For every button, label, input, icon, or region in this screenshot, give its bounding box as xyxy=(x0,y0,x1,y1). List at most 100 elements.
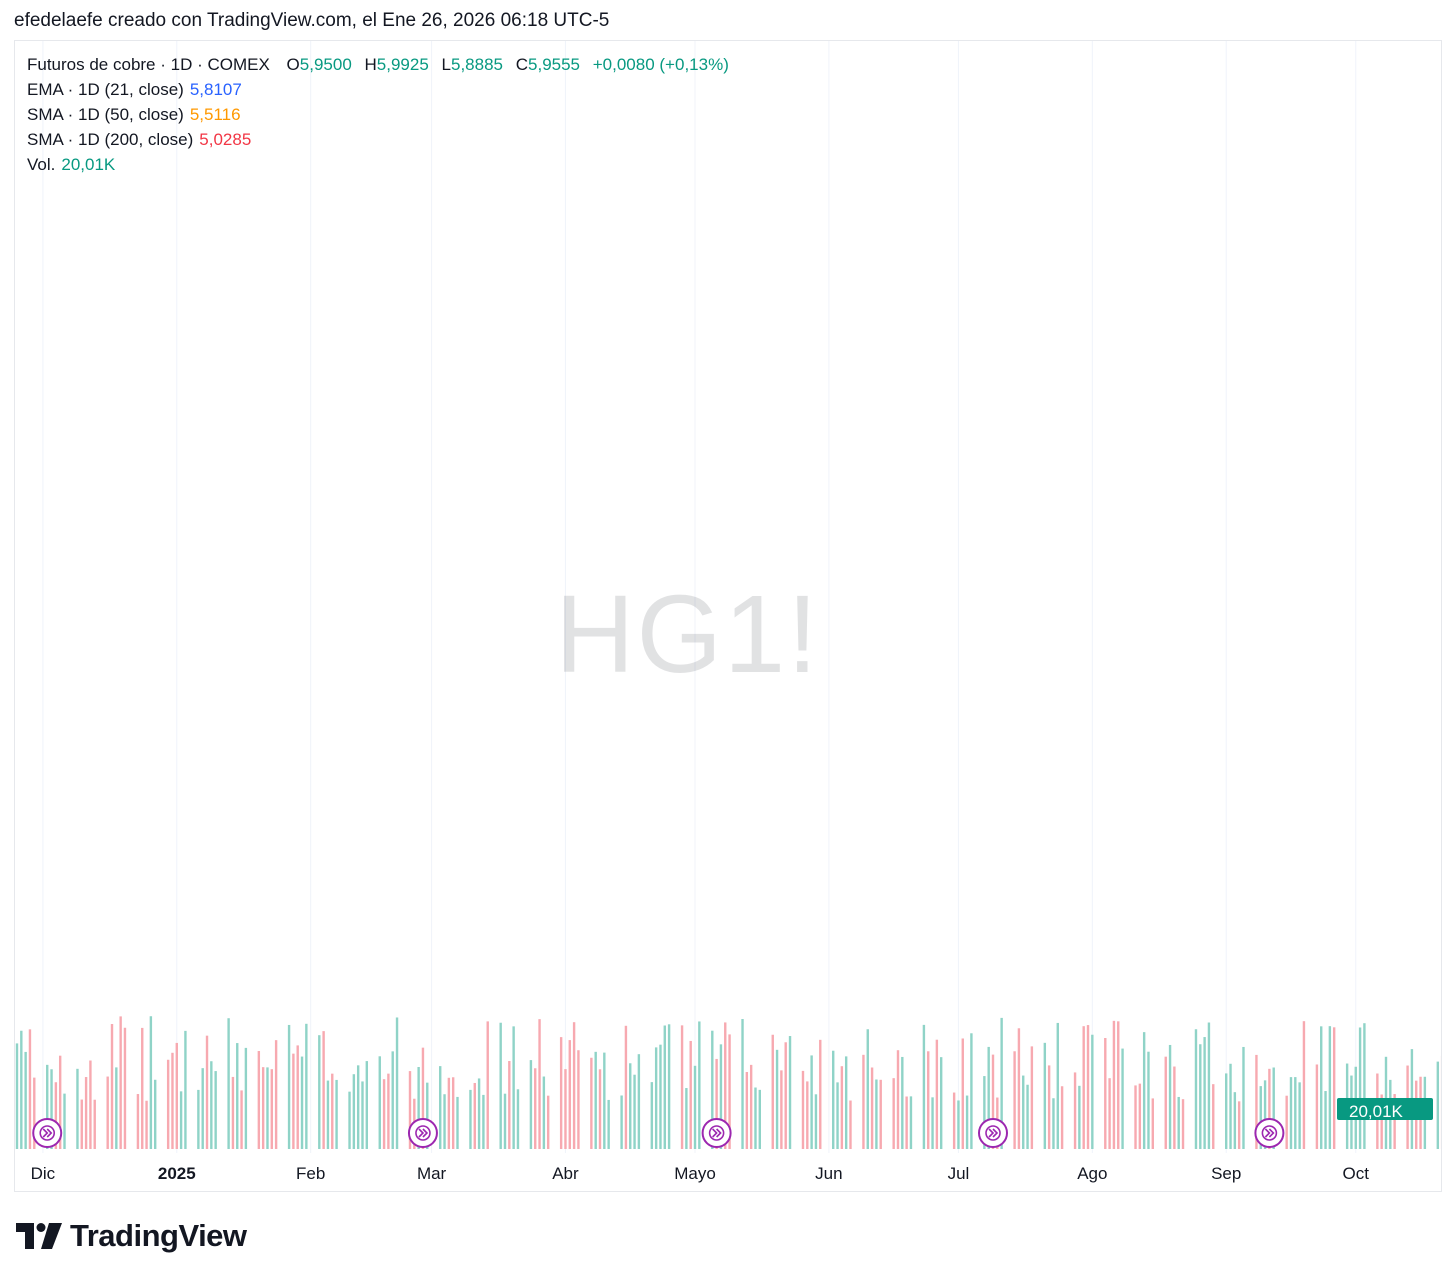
low-label: L xyxy=(441,55,451,74)
x-tick-label: Ago xyxy=(1077,1164,1107,1183)
volume-bar xyxy=(1047,1065,1051,1149)
volume-bar xyxy=(361,1081,364,1149)
volume-bar xyxy=(1091,1034,1094,1149)
volume-bar xyxy=(352,1074,356,1149)
volume-bar xyxy=(236,1043,239,1149)
volume-bar xyxy=(935,1039,939,1149)
volume-bar xyxy=(892,1078,895,1149)
volume-bar xyxy=(439,1066,442,1149)
chart-frame[interactable]: 6,37506,12505,75005,62505,37505,25005,12… xyxy=(14,40,1442,1192)
volume-bar xyxy=(1203,1037,1206,1149)
volume-bar xyxy=(1294,1077,1297,1149)
event-markers xyxy=(32,1118,1285,1148)
volume-bar xyxy=(270,1069,273,1149)
volume-bar xyxy=(594,1051,597,1149)
sma200-label: SMA · 1D (200, close) xyxy=(27,130,194,149)
volume-bar xyxy=(89,1060,92,1149)
volume-bar xyxy=(650,1082,654,1149)
volume-bar xyxy=(862,1054,865,1149)
volume-bar xyxy=(166,1059,170,1149)
volume-bar xyxy=(1142,1032,1146,1149)
volume-bar xyxy=(197,1089,200,1149)
volume-bar xyxy=(1237,1101,1241,1149)
legend-row-sma200[interactable]: SMA · 1D (200, close) 5,0285 xyxy=(27,127,729,152)
volume-bar xyxy=(1151,1098,1154,1149)
volume-bar xyxy=(866,1029,869,1149)
volume-bar xyxy=(819,1039,822,1149)
x-tick-label: Mayo xyxy=(674,1164,716,1183)
volume-bar xyxy=(175,1042,178,1149)
volume-bar xyxy=(1199,1044,1202,1149)
grid-lines xyxy=(42,41,1357,1153)
legend-row-volume[interactable]: Vol. 20,01K xyxy=(27,152,729,177)
volume-bar xyxy=(499,1022,502,1149)
volume-bar xyxy=(1315,1064,1319,1149)
volume-bar xyxy=(1056,1022,1059,1149)
volume-bar xyxy=(1302,1021,1306,1149)
volume-bar xyxy=(1289,1077,1293,1149)
chart-legend: Futuros de cobre · 1D · COMEX O5,9500 H5… xyxy=(27,52,729,177)
volume-bar xyxy=(33,1077,36,1149)
volume-bar xyxy=(266,1067,269,1149)
price-chart[interactable]: 6,37506,12505,75005,62505,37505,25005,12… xyxy=(15,41,1441,1191)
volume-bar xyxy=(529,1060,533,1149)
volume-bar xyxy=(745,1071,749,1149)
volume-bar xyxy=(654,1047,658,1149)
volume-bar xyxy=(1078,1085,1081,1149)
legend-row-sma50[interactable]: SMA · 1D (50, close) 5,5116 xyxy=(27,102,729,127)
volume-bar xyxy=(693,1065,697,1149)
x-tick-label: Oct xyxy=(1343,1164,1370,1183)
volume-bar xyxy=(927,1051,930,1149)
volume-bar xyxy=(685,1088,688,1149)
volume-bar xyxy=(240,1090,243,1149)
volume-bar xyxy=(965,1095,969,1149)
volume-bar xyxy=(939,1057,943,1149)
volume-bar xyxy=(210,1061,213,1149)
tradingview-brand: TradingView xyxy=(70,1218,247,1253)
open-value: 5,9500 xyxy=(299,55,352,74)
volume-bar xyxy=(296,1045,299,1149)
event-marker-glyph xyxy=(985,1125,1001,1141)
volume-bar xyxy=(326,1080,330,1149)
volume-bar xyxy=(637,1054,641,1149)
volume-bar xyxy=(1082,1026,1085,1149)
volume-bar xyxy=(1332,1027,1336,1149)
volume-bar xyxy=(801,1070,805,1149)
volume-bar xyxy=(603,1052,606,1149)
volume-bar xyxy=(689,1040,692,1149)
tradingview-logo[interactable]: TradingView xyxy=(16,1218,247,1254)
volume-bar xyxy=(1233,1092,1237,1149)
volume-bar xyxy=(456,1096,459,1149)
volume-bar xyxy=(508,1061,511,1149)
x-tick-label: Jun xyxy=(815,1164,842,1183)
volume-bar xyxy=(572,1022,576,1149)
volume-bar xyxy=(1108,1078,1111,1149)
volume-bar xyxy=(1000,1017,1003,1149)
volume-bar xyxy=(184,1030,187,1149)
volume-bar xyxy=(426,1082,429,1149)
volume-bar xyxy=(534,1068,537,1149)
volume-bar xyxy=(758,1089,761,1149)
volume-bar xyxy=(76,1068,79,1149)
volume-bar xyxy=(922,1024,926,1149)
volume-bar xyxy=(1026,1084,1029,1149)
volume-bar xyxy=(110,1024,114,1149)
volume-bar xyxy=(970,1033,973,1149)
legend-row-ema21[interactable]: EMA · 1D (21, close) 5,8107 xyxy=(27,77,729,102)
event-marker-icon xyxy=(701,1118,732,1148)
event-marker-icon xyxy=(978,1118,1009,1148)
volume-bar xyxy=(227,1018,230,1149)
volume-bar xyxy=(292,1053,295,1149)
volume-bar xyxy=(749,1064,753,1149)
volume-bar xyxy=(1147,1051,1150,1149)
x-axis: Dic2025FebMarAbrMayoJunJulAgoSepOctNovDi… xyxy=(31,1164,1370,1183)
volume-bar xyxy=(1212,1084,1215,1149)
sma200-value: 5,0285 xyxy=(199,130,252,149)
volume-bar xyxy=(775,1049,779,1149)
volume-bar xyxy=(1272,1067,1275,1149)
legend-row-symbol[interactable]: Futuros de cobre · 1D · COMEX O5,9500 H5… xyxy=(27,52,729,77)
volume-bar xyxy=(840,1066,844,1149)
volume-bar xyxy=(391,1051,394,1149)
volume-bar xyxy=(624,1025,628,1149)
volume-bar xyxy=(486,1021,489,1149)
